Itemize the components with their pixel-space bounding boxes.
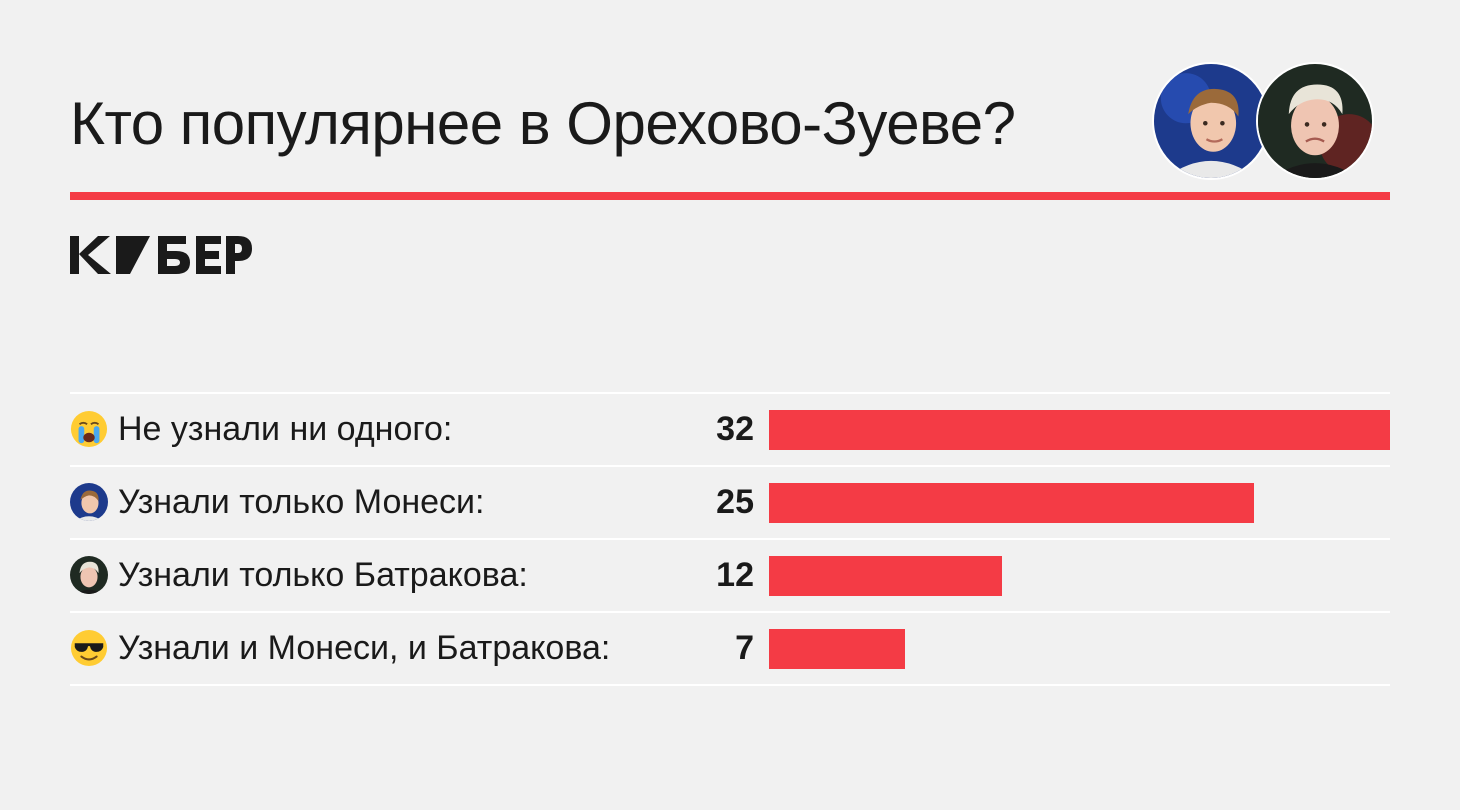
title-divider xyxy=(70,192,1390,200)
category-label: Узнали только Батракова: xyxy=(118,556,528,594)
bar-track xyxy=(769,629,1390,669)
player-batrakov-avatar-icon xyxy=(1256,62,1374,180)
chart-row-monesi: Узнали только Монеси: 25 xyxy=(70,467,1390,538)
value-label: 12 xyxy=(716,556,754,594)
value-label: 7 xyxy=(735,629,754,667)
row-separator xyxy=(70,684,1390,686)
bar-track xyxy=(769,483,1390,523)
bar xyxy=(769,629,905,669)
row-separator xyxy=(70,465,1390,467)
bar-track xyxy=(769,410,1390,450)
category-label: Узнали только Монеси: xyxy=(118,483,485,521)
chart-title: Кто популярнее в Орехово-Зуеве? xyxy=(70,90,1016,157)
monesi-face-icon xyxy=(70,483,108,521)
chart-row-none: Не узнали ни одного: 32 xyxy=(70,394,1390,465)
player-monesi-avatar-icon xyxy=(1152,62,1270,180)
sunglasses-face-icon xyxy=(70,629,108,667)
row-separator xyxy=(70,538,1390,540)
bar-chart: Не узнали ни одного: 32 Узнали только Мо… xyxy=(70,392,1390,686)
brand-logo xyxy=(70,234,252,276)
bar xyxy=(769,556,1002,596)
crying-face-icon xyxy=(70,410,108,448)
chart-row-both: Узнали и Монеси, и Батракова: 7 xyxy=(70,613,1390,684)
bar xyxy=(769,410,1390,450)
category-label: Узнали и Монеси, и Батракова: xyxy=(118,629,611,667)
header-avatars xyxy=(1152,62,1374,180)
category-label: Не узнали ни одного: xyxy=(118,410,453,448)
bar xyxy=(769,483,1254,523)
value-label: 25 xyxy=(716,483,754,521)
row-separator xyxy=(70,611,1390,613)
row-separator xyxy=(70,392,1390,394)
chart-row-batrakov: Узнали только Батракова: 12 xyxy=(70,540,1390,611)
value-label: 32 xyxy=(716,410,754,448)
batrakov-face-icon xyxy=(70,556,108,594)
kiber-logo-icon xyxy=(70,236,252,274)
bar-track xyxy=(769,556,1390,596)
